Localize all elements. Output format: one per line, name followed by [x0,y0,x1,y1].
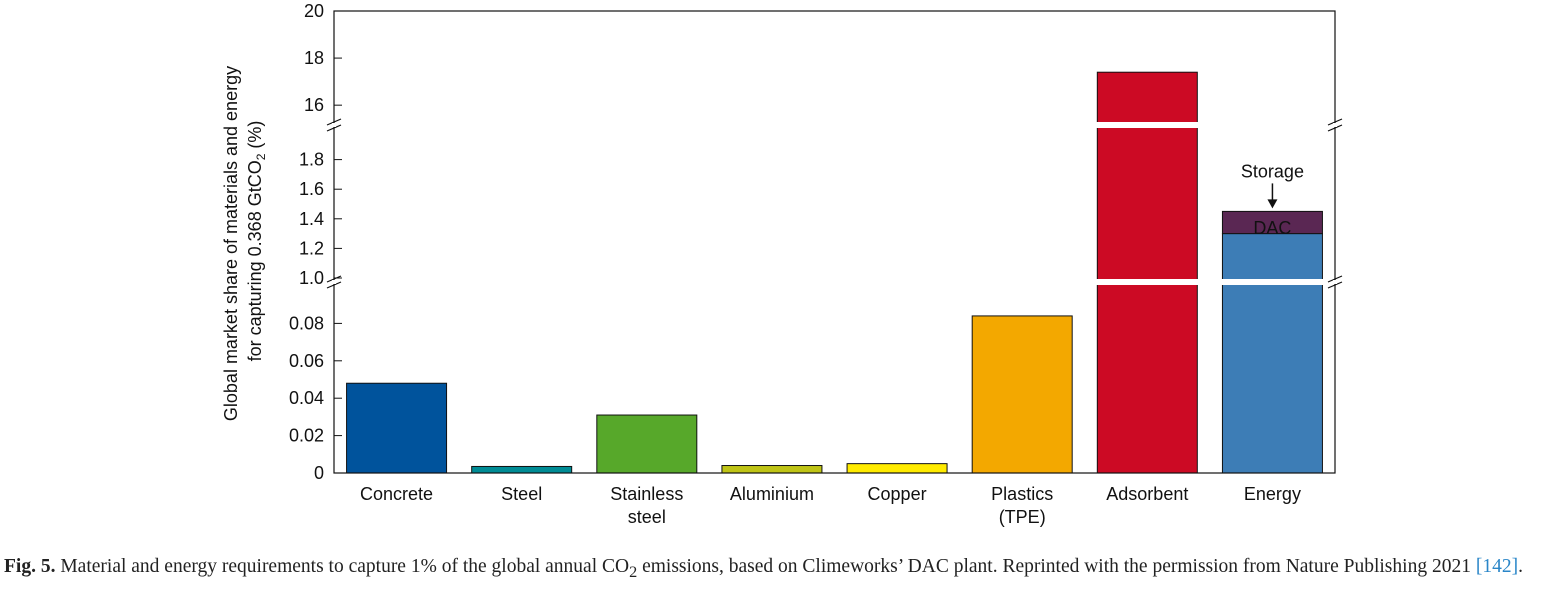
y-tick-label-1-4: 1.4 [299,209,324,229]
bars-group [346,71,1323,474]
axis-break-frame-gap-1-right [1333,280,1337,284]
y-tick-label-20: 20 [304,1,324,21]
figure-caption: Fig. 5. Material and energy requirements… [4,552,1564,587]
bar-steel [471,465,573,474]
bar-plastics-tpe [971,315,1073,474]
bar-concrete [346,382,448,474]
x-tick-label-adsorbent: Adsorbent [1106,484,1188,504]
bar-energy-storage [1221,210,1323,235]
chart: 0 0.02 0.04 0.06 0.08 1.0 1.2 1.4 1.6 1.8 16 18 20 C… [221,1,1343,527]
caption-end: . [1518,556,1523,577]
caption-subscript: 2 [629,562,638,581]
caption-reference-link[interactable]: [142] [1475,556,1519,577]
x-tick-label-aluminium: Aluminium [730,484,814,504]
annotations: DAC Storage [1241,161,1304,237]
axis-break-frame-gap-1-left [332,280,336,284]
x-tick-label-energy: Energy [1244,484,1301,504]
axis-break-frame-gap-2-right [1333,123,1337,127]
plot-frame [333,10,1336,474]
y-tick-label-16: 16 [304,95,324,115]
y-tick-label-0-06: 0.06 [289,351,324,371]
y-tick-label-1-0: 1.0 [299,268,324,288]
x-tick-label-steel: Steel [501,484,542,504]
bar-segment-label-dac: DAC [1253,218,1291,238]
annotation-storage-label: Storage [1241,161,1304,181]
y-axis-title-unit: (%) [245,121,265,154]
bar-adsorbent [1096,71,1198,474]
bar-energy-dac [1221,233,1323,474]
y-tick-label-0: 0 [314,463,324,483]
y-tick-label-0-02: 0.02 [289,426,324,446]
y-axis-title-line1: Global market share of materials and ene… [221,66,241,421]
y-tick-label-1-8: 1.8 [299,150,324,170]
x-tick-label-copper: Copper [868,484,927,504]
x-tick-label-concrete: Concrete [360,484,433,504]
axis-break-gap-2 [335,122,1334,128]
y-axis-title-line2: for capturing 0.368 GtCO [245,160,265,361]
y-tick-label-0-04: 0.04 [289,388,324,408]
y-axis-ticks: 0 0.02 0.04 0.06 0.08 1.0 1.2 1.4 1.6 1.8 16 18 20 [289,1,342,483]
caption-label: Fig. 5. [4,556,56,577]
bar-aluminium [721,465,823,474]
y-axis-title: Global market share of materials and ene… [221,61,268,421]
axis-break-frame-gap-2-left [332,123,336,127]
caption-text-continued: emissions, based on Climeworks’ DAC plan… [637,556,1476,577]
x-tick-label-stainless-steel: Stainless steel [610,484,683,527]
y-tick-label-18: 18 [304,48,324,68]
y-tick-label-1-2: 1.2 [299,238,324,258]
bar-stainless-steel [596,414,698,474]
axis-break-gap-1 [335,279,1334,285]
annotation-arrow-head [1267,199,1278,209]
y-axis-title-subscript: 2 [254,153,268,160]
caption-text: Material and energy requirements to capt… [55,556,630,577]
y-tick-label-1-6: 1.6 [299,179,324,199]
y-tick-label-0-08: 0.08 [289,313,324,333]
x-axis-labels: Concrete Steel Stainless steel Aluminium Copp… [360,484,1301,527]
x-tick-label-plastics-tpe: Plastics (TPE) [991,484,1053,527]
bar-copper [846,463,948,474]
